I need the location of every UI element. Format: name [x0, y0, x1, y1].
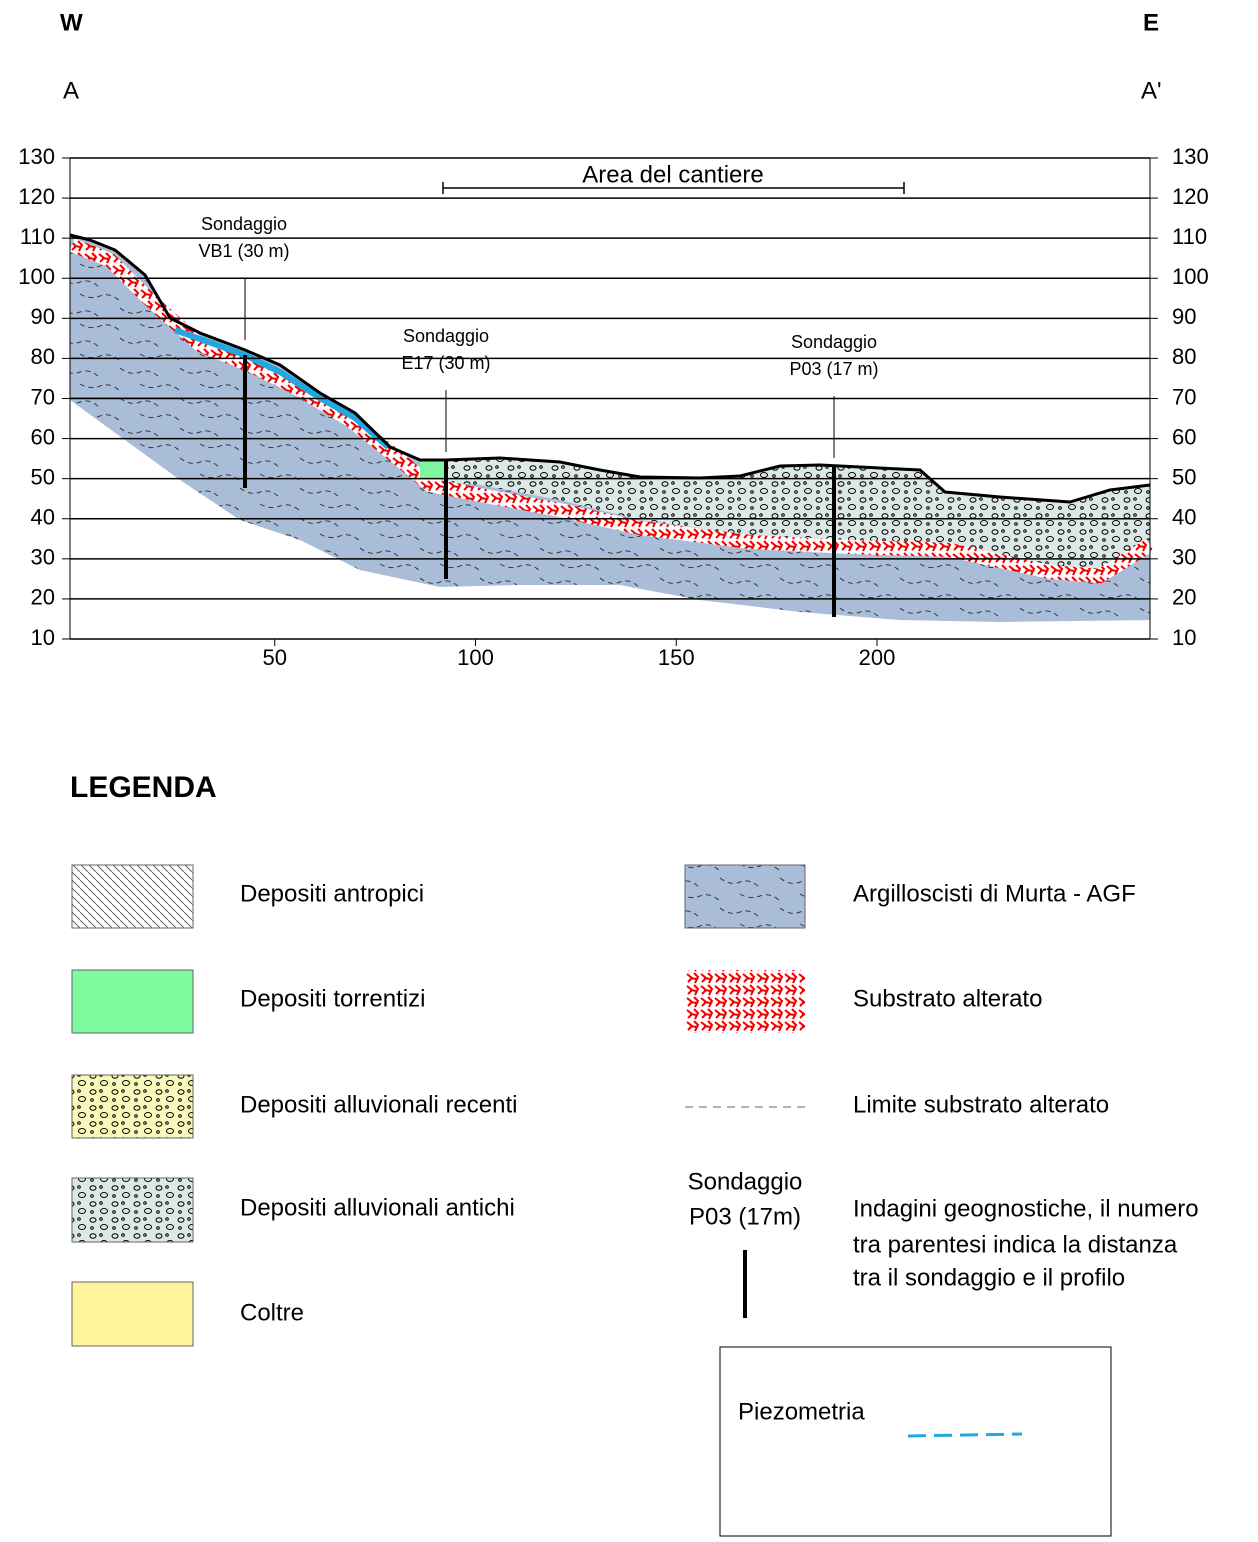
x-tick-label: 150	[658, 645, 695, 670]
legend-label: Substrato alterato	[853, 985, 1042, 1012]
legend-label: Limite substrato alterato	[853, 1091, 1109, 1118]
y-tick-label: 50	[31, 464, 55, 489]
y-tick-label: 120	[18, 184, 55, 209]
y2-tick-label: 130	[1172, 144, 1209, 169]
legend-swatch	[908, 1434, 1022, 1436]
y2-tick-label: 30	[1172, 545, 1196, 570]
legend-swatch	[72, 865, 193, 928]
y-tick-label: 80	[31, 344, 55, 369]
y-tick-label: 20	[31, 585, 55, 610]
legend-label: Depositi alluvionali recenti	[240, 1091, 517, 1118]
y-tick-label: 40	[31, 505, 55, 530]
y-tick-label: 60	[31, 424, 55, 449]
legend-label: Depositi torrentizi	[240, 985, 425, 1012]
piezometry-box	[720, 1347, 1111, 1536]
y2-tick-label: 100	[1172, 264, 1209, 289]
legend-label: Depositi alluvionali antichi	[240, 1194, 515, 1221]
page: {"header":{"west":"W","east":"E","start"…	[0, 0, 1258, 1542]
legend-swatch	[685, 865, 805, 928]
legend-label: Argilloscisti di Murta - AGF	[853, 880, 1136, 907]
y2-tick-label: 50	[1172, 464, 1196, 489]
site-label: Area del cantiere	[582, 161, 763, 188]
y-tick-label: 100	[18, 264, 55, 289]
borehole-name: Sondaggio	[403, 326, 489, 346]
borehole-name: Sondaggio	[791, 332, 877, 352]
x-tick-label: 50	[263, 645, 287, 670]
y-tick-label: 70	[31, 384, 55, 409]
borehole-label: P03 (17 m)	[789, 359, 878, 379]
y2-tick-label: 80	[1172, 344, 1196, 369]
y-tick-label: 110	[20, 224, 55, 249]
x-tick-label: 200	[859, 645, 896, 670]
legend-swatch	[72, 1178, 193, 1242]
legend-swatch	[72, 970, 193, 1033]
diagram: W E A A' Area del cantiere Sondaggio VB1…	[0, 0, 1258, 1537]
legend-swatch	[72, 1075, 193, 1138]
y-tick-label: 90	[31, 304, 55, 329]
legend-note: tra il sondaggio e il profilo	[853, 1264, 1125, 1291]
legend-label: P03 (17m)	[689, 1203, 801, 1230]
legend-label: Depositi antropici	[240, 880, 424, 907]
y2-tick-label: 20	[1172, 585, 1196, 610]
end-label: A'	[1141, 77, 1162, 104]
legend-swatch	[685, 970, 805, 1033]
legend-label: Coltre	[240, 1299, 304, 1326]
start-label: A	[63, 77, 79, 104]
west-label: W	[60, 9, 83, 36]
borehole-name: Sondaggio	[201, 214, 287, 234]
legend-label: Piezometria	[738, 1398, 865, 1425]
y-tick-label: 130	[18, 144, 55, 169]
borehole-label: VB1 (30 m)	[198, 241, 289, 261]
x-tick-label: 100	[457, 645, 494, 670]
legend-title: LEGENDA	[70, 771, 217, 804]
legend-note: tra parentesi indica la distanza	[853, 1231, 1178, 1258]
legend-swatch	[72, 1282, 193, 1346]
y2-tick-label: 10	[1172, 625, 1196, 650]
borehole-label: E17 (30 m)	[401, 353, 490, 373]
legend-note: Indagini geognostiche, il numero	[853, 1195, 1199, 1222]
east-label: E	[1143, 9, 1159, 36]
legend-label: Sondaggio	[688, 1168, 803, 1195]
y2-tick-label: 70	[1172, 384, 1196, 409]
y2-tick-label: 60	[1172, 424, 1196, 449]
y-tick-label: 10	[31, 625, 55, 650]
y2-tick-label: 110	[1172, 224, 1207, 249]
y-tick-label: 30	[31, 545, 55, 570]
y2-tick-label: 90	[1172, 304, 1196, 329]
y2-tick-label: 40	[1172, 505, 1196, 530]
y2-tick-label: 120	[1172, 184, 1209, 209]
